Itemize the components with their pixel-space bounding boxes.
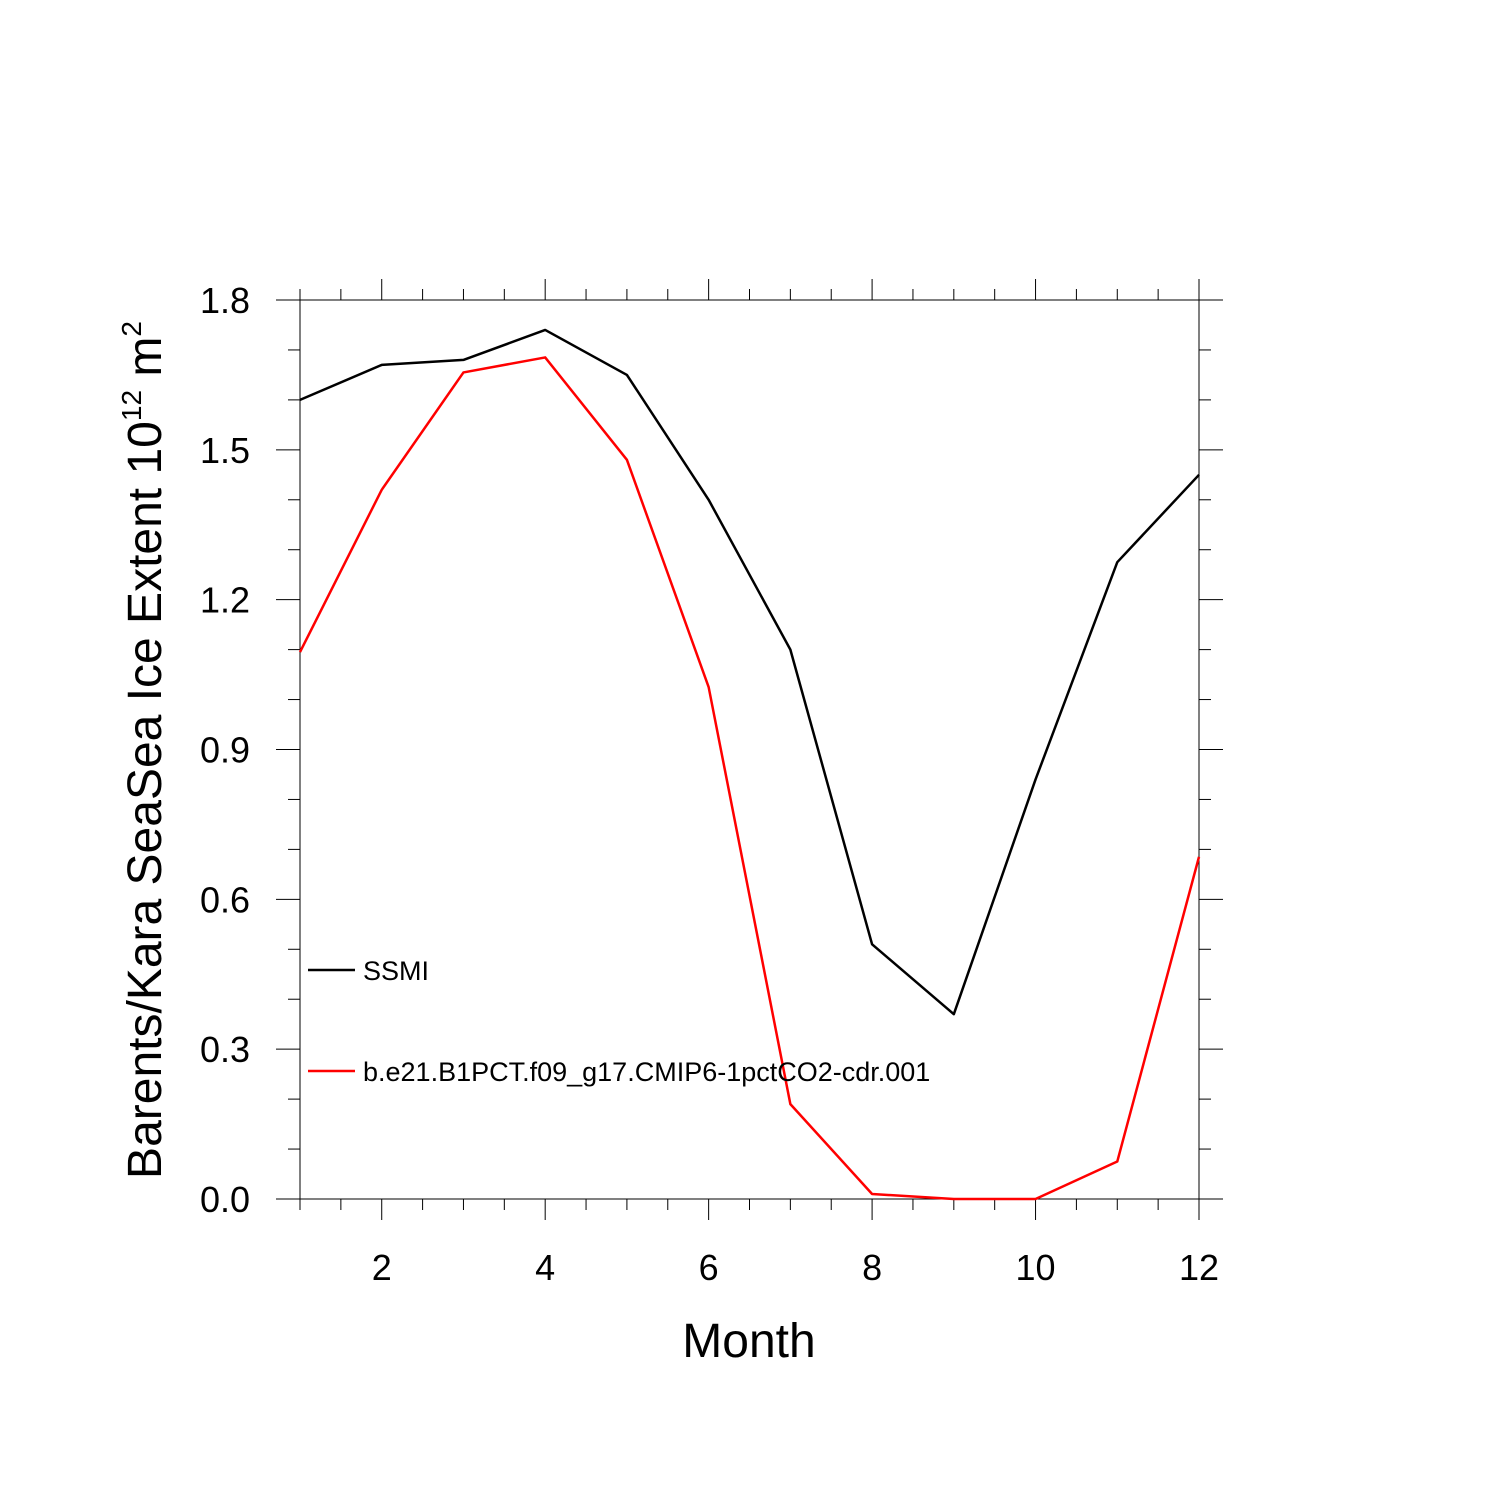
axis-ticks <box>276 279 1223 1220</box>
y-axis-title-unit-exponent: 2 <box>116 321 147 337</box>
y-tick-label: 0.3 <box>200 1029 250 1070</box>
y-tick-label: 1.2 <box>200 580 250 621</box>
y-tick-label: 1.8 <box>200 280 250 321</box>
x-tick-label: 12 <box>1179 1247 1219 1288</box>
x-axis-title: Month <box>682 1315 815 1368</box>
data-series <box>298 328 1201 1201</box>
x-tick-label: 6 <box>699 1247 719 1288</box>
y-axis-title: Barents/Kara SeaSea Ice Extent 1012 m2 <box>116 321 172 1179</box>
y-tick-label: 0.9 <box>200 730 250 771</box>
x-tick-label: 2 <box>372 1247 392 1288</box>
y-tick-label: 0.6 <box>200 879 250 920</box>
legend-label: b.e21.B1PCT.f09_g17.CMIP6-1pctCO2-cdr.00… <box>363 1057 930 1087</box>
y-axis-title-base: Barents/Kara SeaSea Ice Extent 10 <box>119 421 172 1179</box>
series-line <box>299 328 1200 1016</box>
x-tick-label: 4 <box>535 1247 555 1288</box>
series-line <box>298 356 1201 1201</box>
legend-label: SSMI <box>363 956 429 986</box>
x-tick-label: 8 <box>862 1247 882 1288</box>
legend: SSMI b.e21.B1PCT.f09_g17.CMIP6-1pctCO2-cd… <box>308 956 930 1087</box>
tick-labels: 2 4 6 8 10 12 0.0 0.3 0.6 0.9 1.2 1.5 1.8 <box>200 280 1219 1288</box>
y-tick-label: 0.0 <box>200 1179 250 1220</box>
x-tick-label: 10 <box>1016 1247 1056 1288</box>
y-axis-title-unit: m <box>119 337 172 390</box>
y-axis-title-exponent: 12 <box>116 390 147 421</box>
y-tick-label: 1.5 <box>200 430 250 471</box>
